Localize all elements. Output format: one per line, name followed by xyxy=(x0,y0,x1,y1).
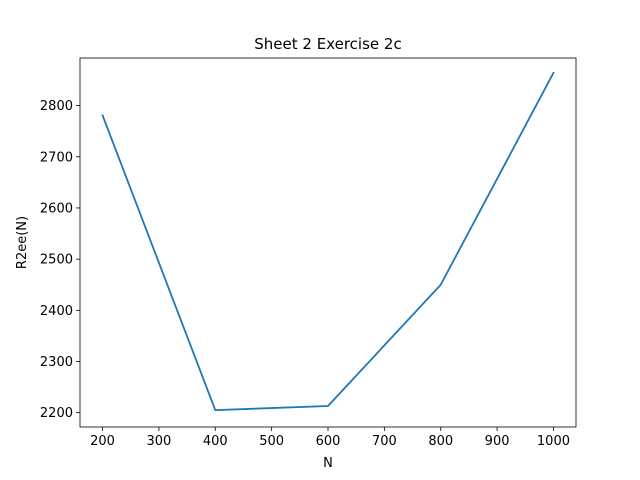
y-tick-label: 2200 xyxy=(40,406,73,421)
y-tick-label: 2300 xyxy=(40,355,73,370)
x-tick-label: 300 xyxy=(146,434,171,449)
x-axis-label: N xyxy=(323,456,333,471)
plot-area xyxy=(80,58,576,427)
plot-frame xyxy=(79,57,577,428)
x-tick-label: 400 xyxy=(203,434,228,449)
y-tick-label: 2700 xyxy=(40,150,73,165)
x-tick-label: 200 xyxy=(90,434,115,449)
y-tick-label: 2600 xyxy=(40,201,73,216)
x-tick-label: 500 xyxy=(259,434,284,449)
y-axis-label: R2ee(N) xyxy=(15,216,30,269)
series-layer xyxy=(101,71,555,412)
series-line-0 xyxy=(101,71,555,412)
chart-title: Sheet 2 Exercise 2c xyxy=(254,35,401,53)
x-axis-ticks: 200 300 400 500 600 700 800 900 1000 xyxy=(90,427,570,449)
y-axis-ticks: 2200 2300 2400 2500 2600 2700 2800 xyxy=(40,99,80,421)
y-tick-label: 2800 xyxy=(40,99,73,114)
x-tick-label: 600 xyxy=(316,434,341,449)
x-tick-label: 900 xyxy=(485,434,510,449)
x-tick-label: 800 xyxy=(428,434,453,449)
y-tick-label: 2500 xyxy=(40,253,73,268)
x-tick-label: 1000 xyxy=(537,434,570,449)
x-tick-label: 700 xyxy=(372,434,397,449)
y-tick-label: 2400 xyxy=(40,304,73,319)
